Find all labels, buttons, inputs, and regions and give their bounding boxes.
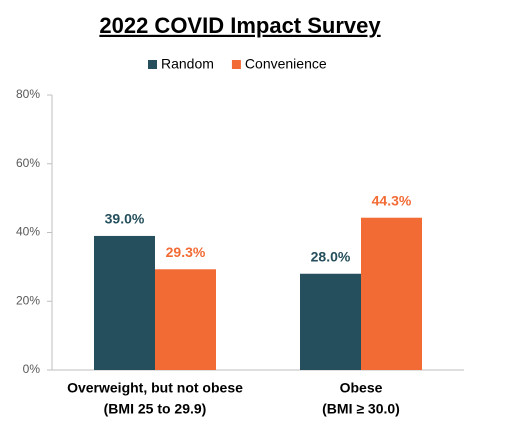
chart-title: 2022 COVID Impact Survey [99,13,381,38]
value-label: 28.0% [311,248,351,264]
x-tick-label: (BMI ≥ 30.0) [322,401,400,417]
y-tick-label: 40% [16,225,40,239]
bar [94,235,155,370]
x-tick-label: Obese [340,380,383,396]
x-tick-label: (BMI 25 to 29.9) [104,401,207,417]
legend-swatch [231,60,241,69]
bar [155,269,216,370]
y-tick-label: 0% [23,362,41,376]
bar [361,217,422,370]
y-tick-label: 60% [16,156,40,170]
legend-label: Convenience [245,56,327,72]
legend-swatch [148,60,157,69]
x-tick-label: Overweight, but not obese [67,380,243,396]
y-tick-label: 20% [16,293,40,307]
bar [300,273,361,370]
value-label: 29.3% [166,244,206,260]
value-label: 39.0% [105,211,145,227]
legend-label: Random [161,56,214,72]
value-label: 44.3% [372,192,412,208]
y-tick-label: 80% [16,87,40,101]
